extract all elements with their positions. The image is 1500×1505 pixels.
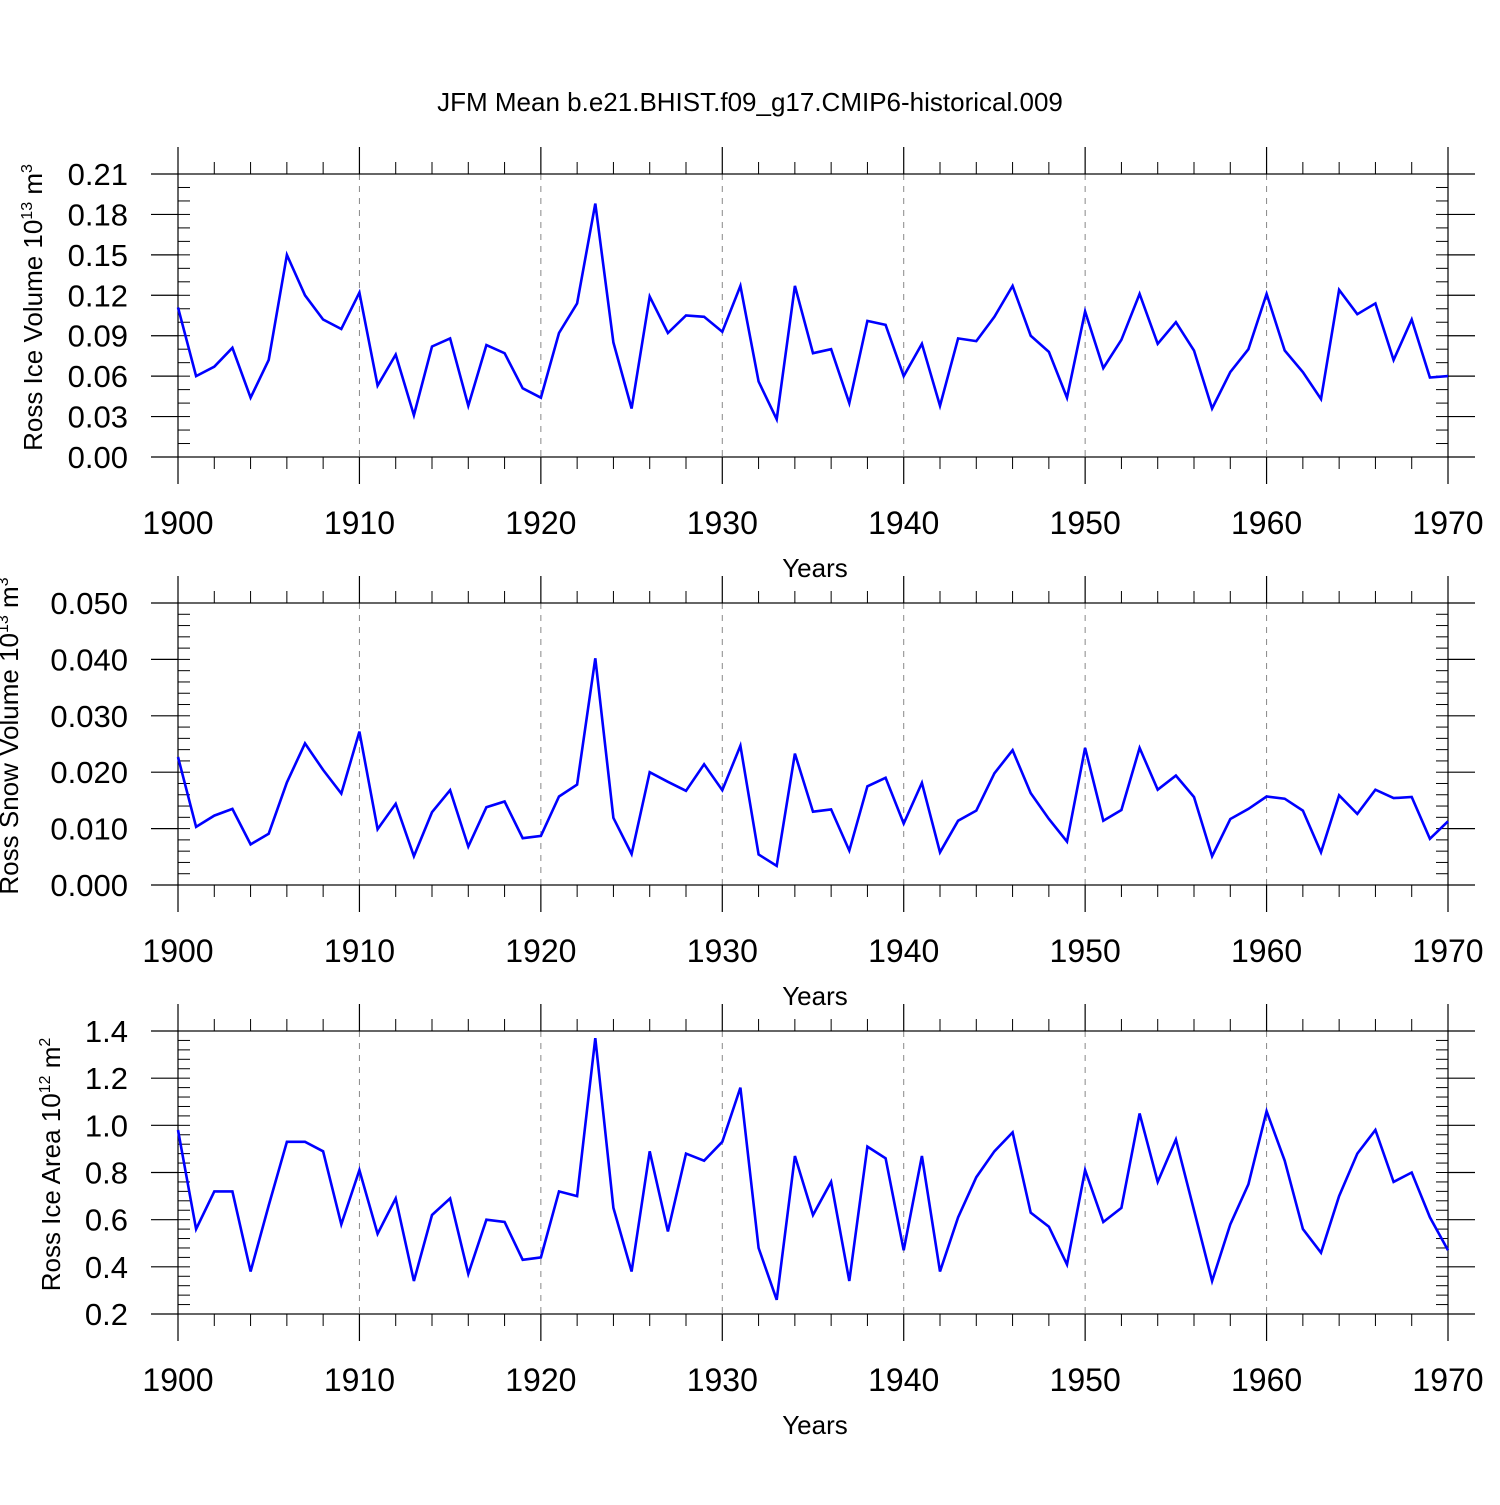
x-tick-label: 1950 bbox=[1050, 933, 1121, 969]
y-axis-label: Ross Ice Area 1012 m2 bbox=[36, 1038, 66, 1292]
y-tick-label: 0.040 bbox=[50, 642, 128, 677]
plot-frame bbox=[177, 602, 1449, 886]
y-tick-label: 0.000 bbox=[50, 868, 128, 903]
panel-1: 1900 1910 1920 1930 1940 1950 1960 1970 0.00 0.03… bbox=[18, 147, 1484, 583]
plot-frame bbox=[177, 173, 1449, 458]
y-tick-label: 0.050 bbox=[50, 586, 128, 621]
x-tick-label: 1920 bbox=[505, 1362, 576, 1398]
x-tick-label: 1910 bbox=[324, 1362, 395, 1398]
y-tick-label: 1.4 bbox=[85, 1014, 128, 1049]
panel-3: 1900 1910 1920 1930 1940 1950 1960 1970 0.2 0.4 0.… bbox=[36, 1004, 1484, 1440]
x-tick-label: 1970 bbox=[1412, 505, 1483, 541]
panel-2: 1900 1910 1920 1930 1940 1950 1960 1970 0.000 0.0… bbox=[0, 576, 1484, 1011]
y-tick-label: 0.21 bbox=[68, 157, 128, 192]
y-tick-label: 0.8 bbox=[85, 1156, 128, 1191]
x-axis-label: Years bbox=[782, 1410, 848, 1440]
x-tick-label: 1930 bbox=[687, 505, 758, 541]
y-tick-label: 0.18 bbox=[68, 197, 128, 232]
chart-title: JFM Mean b.e21.BHIST.f09_g17.CMIP6-histo… bbox=[437, 87, 1063, 117]
x-tick-label: 1900 bbox=[142, 505, 213, 541]
data-line bbox=[176, 1037, 1450, 1301]
y-tick-label: 0.00 bbox=[68, 440, 128, 475]
plot-frame bbox=[177, 1030, 1449, 1315]
x-tick-label: 1970 bbox=[1412, 1362, 1483, 1398]
x-tick-label: 1900 bbox=[142, 1362, 213, 1398]
y-tick-label: 1.2 bbox=[85, 1061, 128, 1096]
data-line bbox=[176, 658, 1449, 868]
y-axis-label: Ross Snow Volume 1013 m3 bbox=[0, 577, 24, 894]
x-tick-label: 1930 bbox=[687, 933, 758, 969]
panels: 1900 1910 1920 1930 1940 1950 1960 1970 0.00 0.03… bbox=[0, 147, 1484, 1440]
x-tick-label: 1900 bbox=[142, 933, 213, 969]
x-tick-label: 1960 bbox=[1231, 505, 1302, 541]
x-tick-label: 1910 bbox=[324, 505, 395, 541]
y-tick-label: 0.030 bbox=[50, 699, 128, 734]
y-tick-label: 1.0 bbox=[85, 1108, 128, 1143]
x-tick-label: 1950 bbox=[1050, 1362, 1121, 1398]
y-tick-label: 0.15 bbox=[68, 238, 128, 273]
y-tick-label: 0.03 bbox=[68, 400, 128, 435]
x-axis-label: Years bbox=[782, 553, 848, 583]
y-tick-label: 0.020 bbox=[50, 755, 128, 790]
y-tick-label: 0.12 bbox=[68, 278, 128, 313]
y-tick-label: 0.09 bbox=[68, 319, 128, 354]
data-line bbox=[176, 203, 1449, 424]
x-tick-label: 1970 bbox=[1412, 933, 1483, 969]
y-axis-label: Ross Ice Volume 1013 m3 bbox=[18, 164, 48, 451]
x-tick-label: 1920 bbox=[505, 505, 576, 541]
y-tick-label: 0.010 bbox=[50, 812, 128, 847]
x-tick-label: 1910 bbox=[324, 933, 395, 969]
y-tick-label: 0.06 bbox=[68, 359, 128, 394]
x-tick-label: 1950 bbox=[1050, 505, 1121, 541]
x-tick-label: 1940 bbox=[868, 933, 939, 969]
x-axis-label: Years bbox=[782, 981, 848, 1011]
y-tick-label: 0.4 bbox=[85, 1250, 128, 1285]
x-tick-label: 1920 bbox=[505, 933, 576, 969]
x-tick-label: 1960 bbox=[1231, 933, 1302, 969]
x-tick-label: 1940 bbox=[868, 505, 939, 541]
y-tick-label: 0.2 bbox=[85, 1297, 128, 1332]
y-tick-label: 0.6 bbox=[85, 1203, 128, 1238]
x-tick-label: 1930 bbox=[687, 1362, 758, 1398]
x-tick-label: 1960 bbox=[1231, 1362, 1302, 1398]
x-tick-label: 1940 bbox=[868, 1362, 939, 1398]
